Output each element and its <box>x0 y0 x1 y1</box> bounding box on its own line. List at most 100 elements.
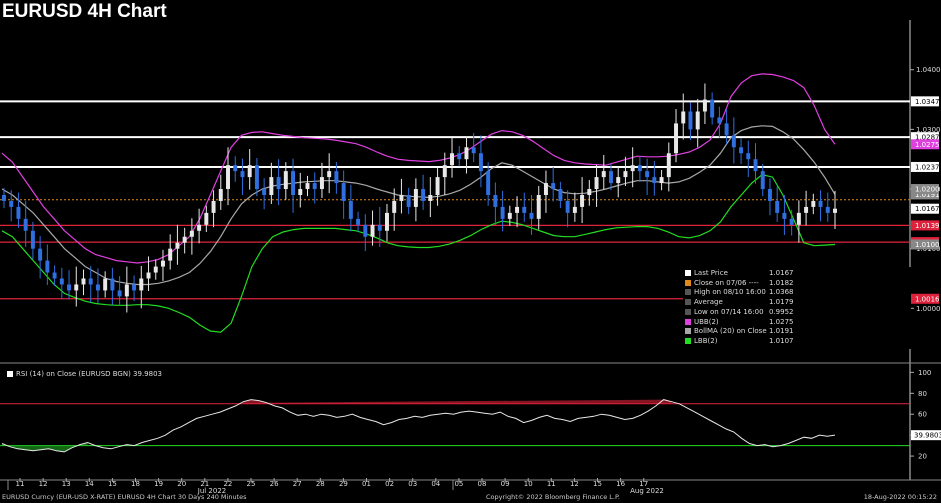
x-tick-label: 11 <box>16 480 25 488</box>
x-tick-label: 19 <box>154 480 163 488</box>
legend-row: Last Price 1.0167 <box>685 269 909 277</box>
candle-up <box>153 266 158 273</box>
legend-row: Low on 07/14 16:00 0.9952 <box>685 308 909 316</box>
x-tick-label: 02 <box>385 480 394 488</box>
candle-down <box>739 147 744 154</box>
rsi-line <box>1 399 836 453</box>
candle-down <box>2 194 6 201</box>
level-label: 1.0139 <box>915 222 940 230</box>
x-tick-label: 15 <box>108 480 117 488</box>
candle-up <box>298 189 303 195</box>
candle-down <box>457 153 462 160</box>
candle-up <box>160 260 165 267</box>
candle-down <box>117 290 122 297</box>
candle-down <box>753 159 758 172</box>
candle-down <box>558 189 563 201</box>
level-label-box <box>911 96 939 107</box>
legend-swatch <box>685 328 691 335</box>
candle-up <box>182 236 187 243</box>
x-tick-label: 10 <box>524 480 533 488</box>
level-label: 1.0016 <box>915 295 940 303</box>
candle-down <box>471 147 476 154</box>
candle-down <box>688 111 693 130</box>
candle-down <box>609 171 613 184</box>
candle-down <box>276 177 281 190</box>
y-tick-label: 1.0000 <box>916 305 941 313</box>
candle-down <box>233 165 238 172</box>
candle-down <box>240 171 245 178</box>
candle-up <box>659 177 664 184</box>
candle-up <box>218 189 223 201</box>
candle-up <box>804 206 809 213</box>
x-tick-label: 27 <box>293 480 302 488</box>
candle-down <box>38 248 43 261</box>
legend-row: LBB(2) 1.0107 <box>685 337 909 345</box>
candle-down <box>652 177 657 184</box>
legend-row: BollMA (20) on Close 1.0191 <box>685 327 909 335</box>
x-tick-label: 29 <box>339 480 348 488</box>
candle-down <box>421 189 426 201</box>
candle-up <box>269 177 274 195</box>
candle-down <box>23 218 28 231</box>
x-tick-label: 21 <box>200 480 209 488</box>
candle-down <box>341 183 346 201</box>
candle-up <box>572 206 577 213</box>
level-label-box <box>911 132 939 143</box>
candle-down <box>724 123 729 136</box>
candle-up <box>399 194 404 201</box>
candle-down <box>818 200 823 207</box>
legend-swatch <box>685 318 691 325</box>
candle-down <box>731 135 736 148</box>
x-tick-label: 16 <box>616 480 625 488</box>
candle-up <box>103 278 108 291</box>
candle-down <box>334 171 339 184</box>
candle-down <box>291 171 296 195</box>
candle-down <box>110 278 115 291</box>
rsi-last-label: 39.9803 <box>914 432 941 440</box>
x-tick-label: 03 <box>408 480 417 488</box>
x-tick-label: 12 <box>570 480 579 488</box>
candle-down <box>348 200 353 219</box>
candle-up <box>580 194 585 207</box>
level-label: 1.0237 <box>915 163 940 171</box>
tag-label: 1.0275 <box>915 141 940 149</box>
month-label: Aug 2022 <box>630 487 664 495</box>
candle-down <box>132 284 137 291</box>
candle-up <box>204 212 209 225</box>
candle-up <box>319 177 324 190</box>
tag-label-box <box>911 184 939 195</box>
legend-swatch <box>685 308 691 315</box>
candle-up <box>543 183 548 195</box>
candle-down <box>637 165 642 172</box>
legend-swatch <box>685 279 691 286</box>
legend-value: 1.0191 <box>769 327 794 336</box>
level-label-box <box>911 161 939 172</box>
last-price-label: 1.0167 <box>915 205 940 213</box>
candle-up <box>681 111 686 124</box>
legend-label: Low on 07/14 16:00 <box>694 307 764 316</box>
candle-down <box>45 260 50 273</box>
y-tick-label: 1.0400 <box>916 66 941 74</box>
candle-down <box>478 153 483 172</box>
tag-label: 1.0200 <box>915 186 940 194</box>
candle-down <box>522 206 527 213</box>
candle-up <box>507 212 512 219</box>
level-label: 1.0287 <box>915 134 940 142</box>
rsi-oversold-fill <box>2 442 88 452</box>
candle-up <box>197 224 202 231</box>
candle-down <box>645 171 650 178</box>
candle-up <box>175 242 180 249</box>
legend-value: 1.0275 <box>769 317 794 326</box>
tag-label-box <box>911 239 939 250</box>
candle-down <box>760 171 765 190</box>
candle-down <box>30 230 35 249</box>
candle-down <box>254 165 259 190</box>
rsi-y-tick-label: 20 <box>918 453 927 461</box>
candle-up <box>139 278 144 291</box>
candle-down <box>312 183 317 190</box>
rsi-y-tick-label: 100 <box>918 369 931 377</box>
legend-label: UBB(2) <box>694 317 719 326</box>
x-tick-label: 05 <box>454 480 463 488</box>
